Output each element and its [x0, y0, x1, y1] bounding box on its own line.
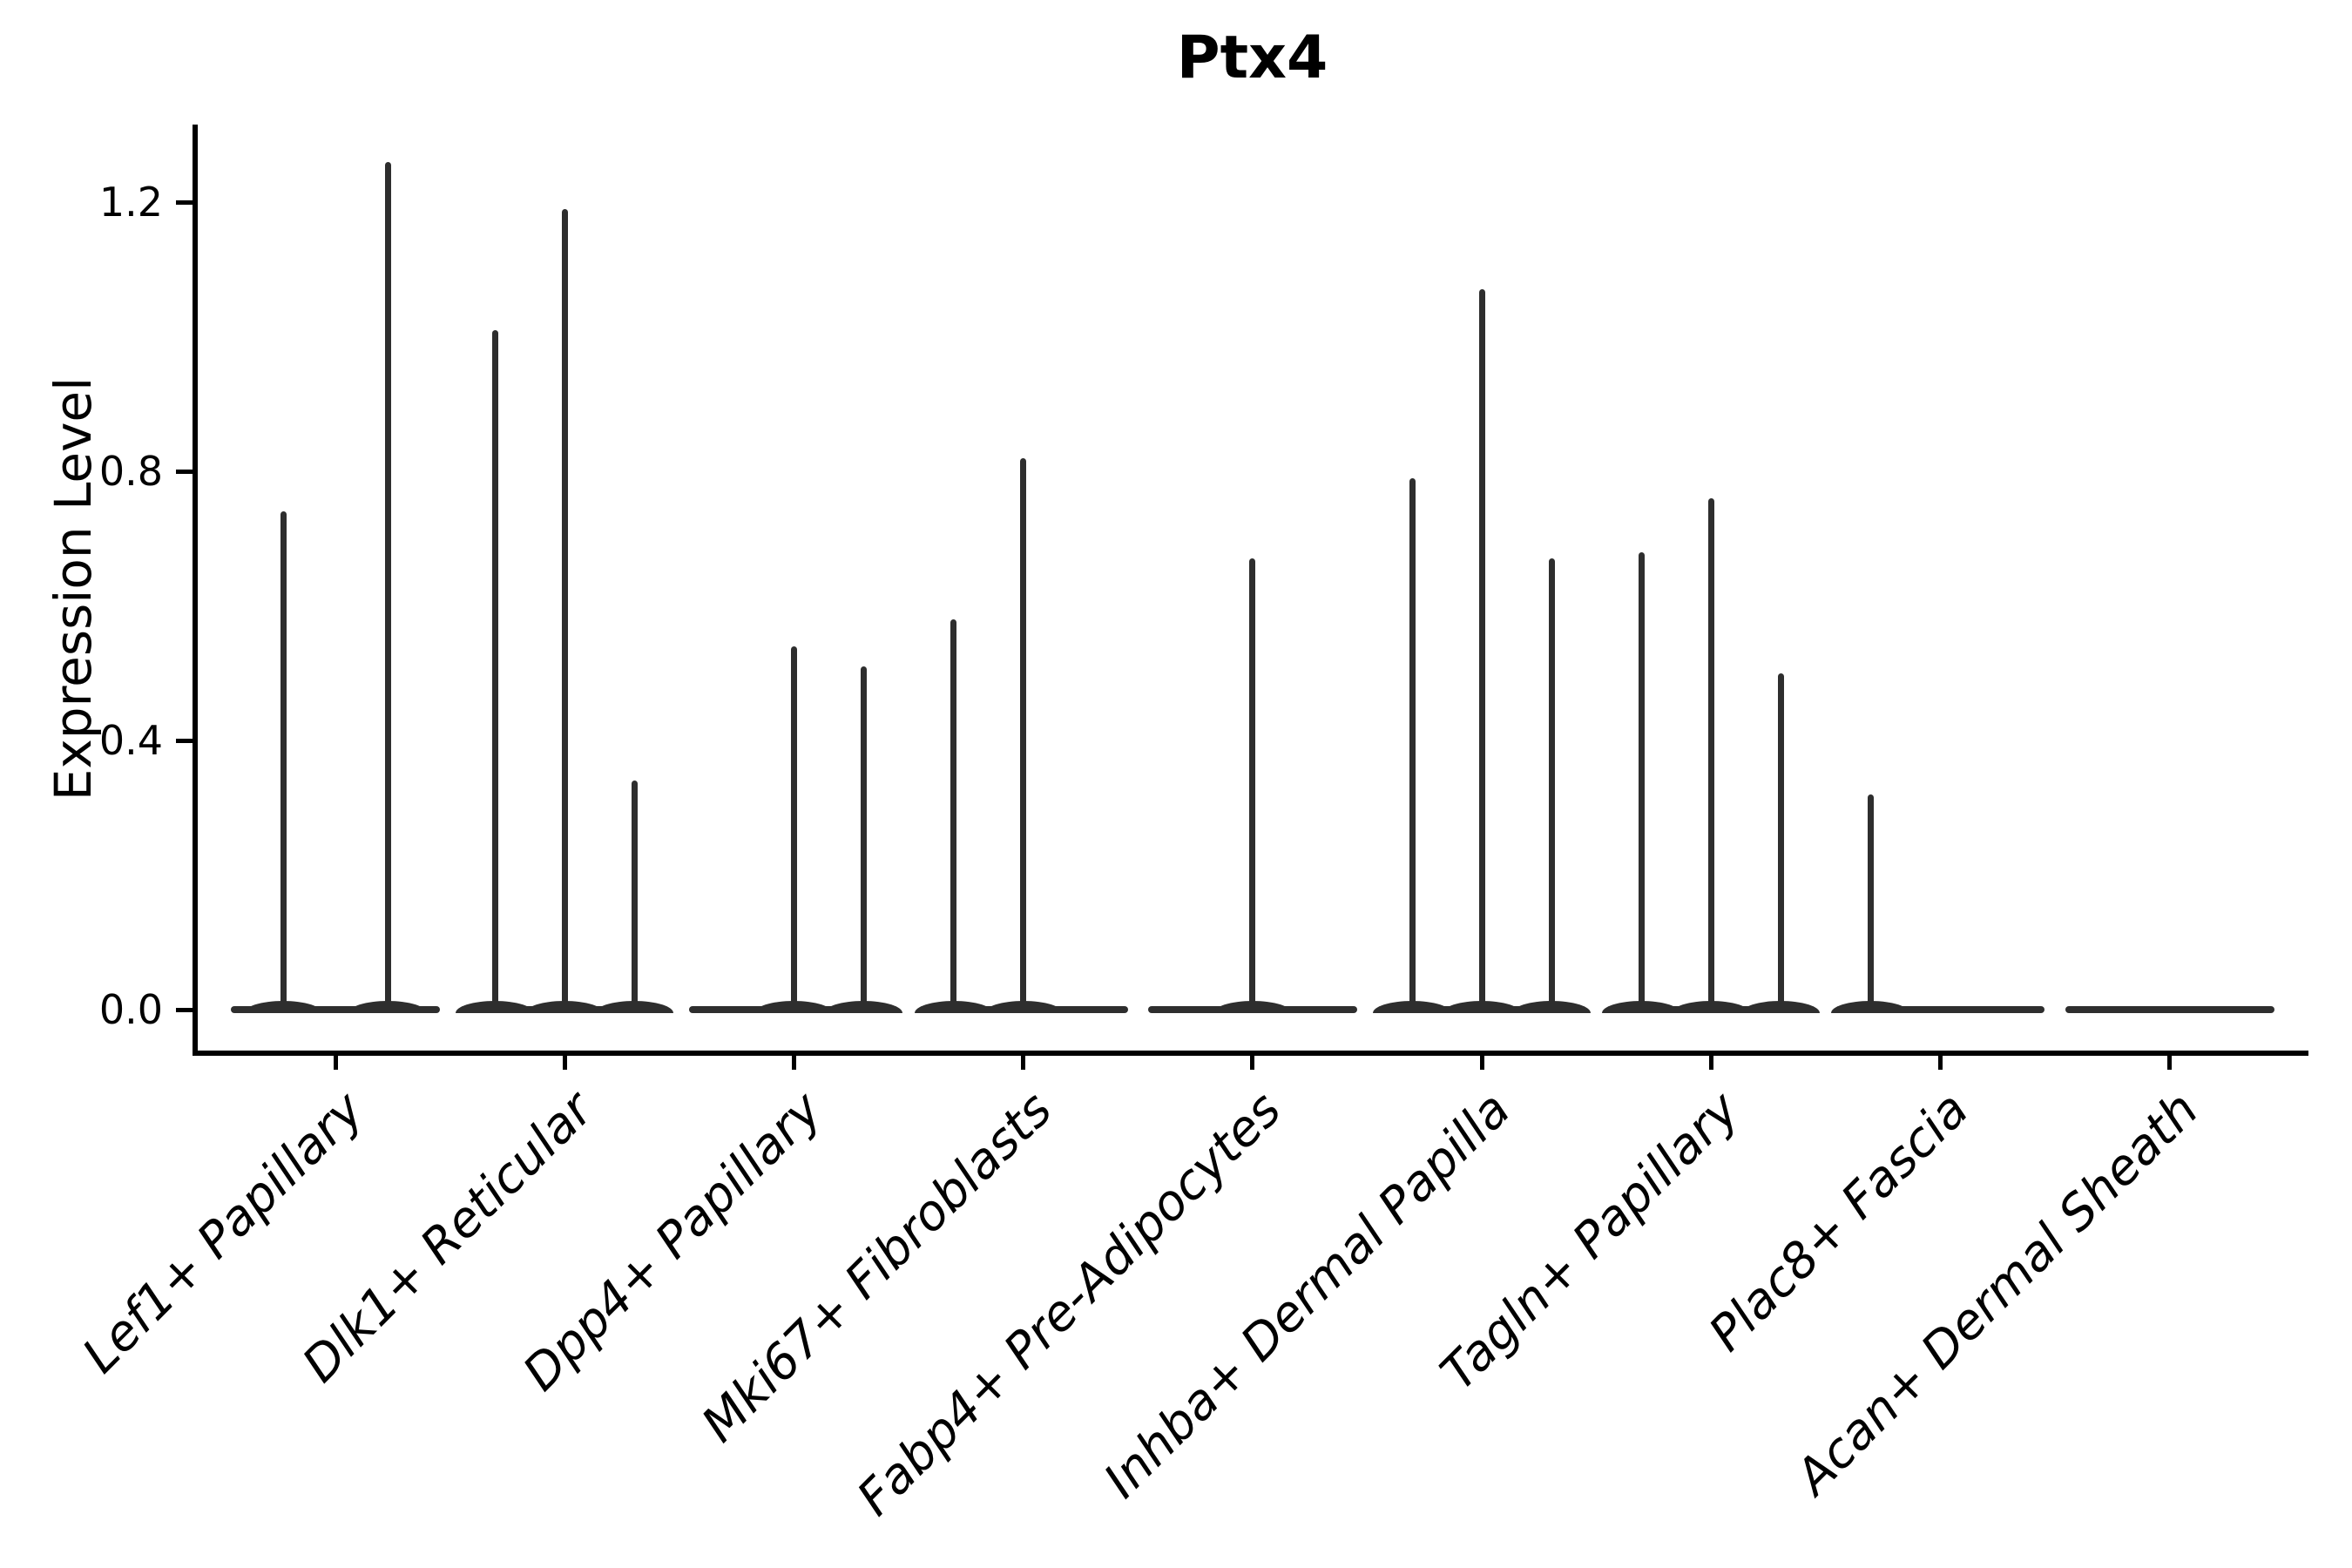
y-tick-mark — [176, 199, 198, 205]
y-tick-mark — [176, 469, 198, 474]
y-tick-label: 0.8 — [98, 448, 163, 495]
violin-needle — [491, 329, 498, 1010]
violin-needle — [631, 781, 638, 1010]
x-tick-mark — [1937, 1056, 1943, 1070]
y-axis-label: Expression Level — [44, 376, 103, 801]
x-tick-mark — [791, 1056, 796, 1070]
violin-baseline — [2065, 1006, 2274, 1013]
x-tick-mark — [1479, 1056, 1484, 1070]
violin-baseline — [1835, 1006, 2045, 1013]
violin-needle — [790, 645, 797, 1010]
violin-needle — [1707, 497, 1714, 1010]
violin-needle — [384, 161, 391, 1010]
y-tick-label: 0.0 — [98, 986, 163, 1033]
violin-needle — [561, 208, 568, 1010]
violin-needle — [280, 511, 287, 1010]
left-axis-spine — [193, 125, 198, 1056]
violin-needle — [1777, 672, 1784, 1010]
violin-needle — [1478, 289, 1485, 1010]
violin-needle — [950, 618, 957, 1010]
violin-needle — [1638, 551, 1645, 1010]
violin-needle — [1409, 477, 1416, 1010]
violin-needle — [1548, 558, 1555, 1010]
violin-needle — [1020, 457, 1027, 1010]
x-tick-mark — [1708, 1056, 1713, 1070]
y-tick-label: 1.2 — [98, 179, 163, 226]
y-tick-mark — [176, 738, 198, 743]
x-tick-mark — [333, 1056, 338, 1070]
x-tick-mark — [2167, 1056, 2173, 1070]
violin-needle — [1867, 794, 1874, 1010]
x-tick-mark — [562, 1056, 567, 1070]
violin-baseline — [231, 1006, 440, 1013]
bottom-axis-spine — [193, 1051, 2308, 1056]
x-tick-mark — [1250, 1056, 1255, 1070]
y-tick-label: 0.4 — [98, 717, 163, 764]
y-tick-mark — [176, 1007, 198, 1012]
violin-needle — [1249, 558, 1256, 1010]
violin-needle — [860, 666, 867, 1010]
chart-title: Ptx4 — [1176, 24, 1328, 92]
x-tick-mark — [1021, 1056, 1026, 1070]
